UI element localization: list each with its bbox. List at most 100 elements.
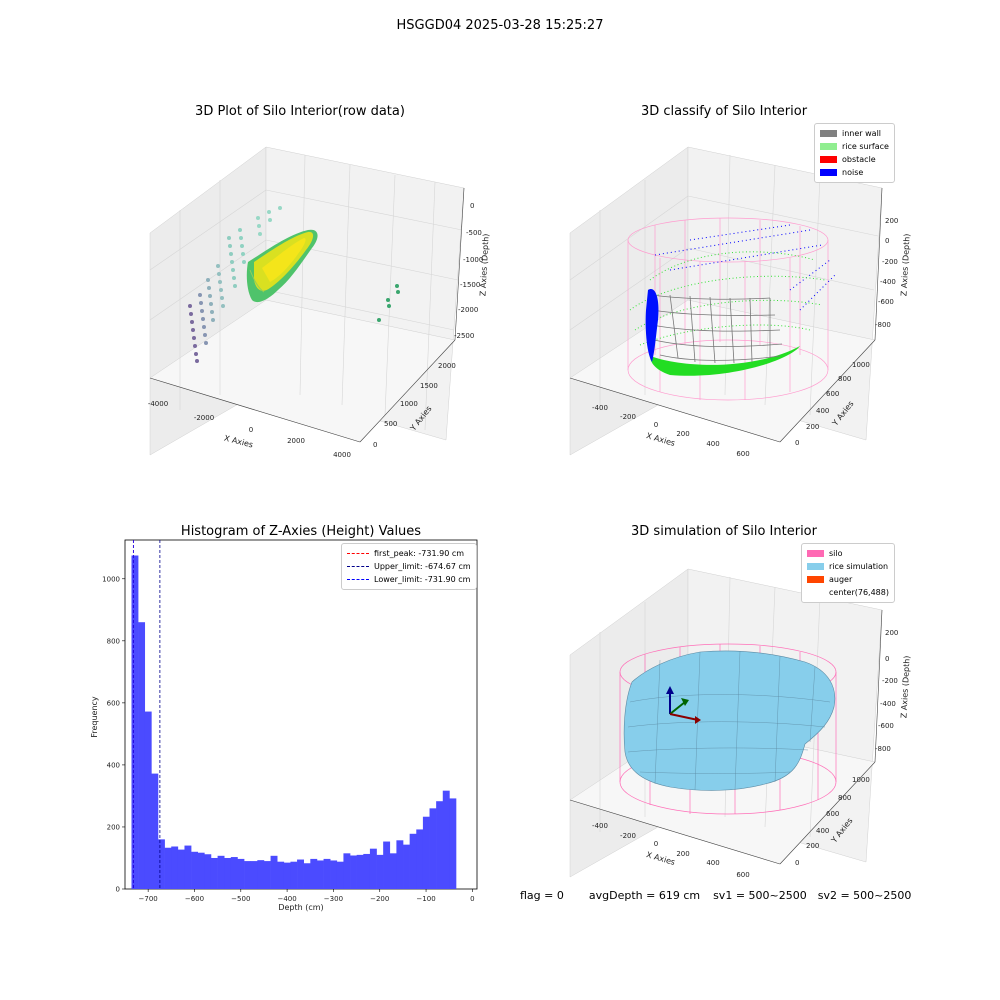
histogram-ylabel: Frequency [90,696,99,738]
legend-swatch [807,589,824,596]
histogram-bar [290,861,298,889]
histogram-bar [184,845,192,889]
histogram-bar [164,847,172,889]
panel1-point-columns [188,206,400,363]
legend-line [347,566,369,567]
histogram-bar [204,854,212,889]
panel1-z-ticks: 0 -500 -1000 -1500 -2000 -2500 [454,202,483,340]
figure-suptitle: HSGGD04 2025-03-28 15:25:27 [396,18,604,33]
histogram-bar [263,861,271,889]
legend-item-noise: noise [820,166,889,179]
histogram-bar [323,858,331,889]
panel1-xtick: -4000 [148,400,168,408]
histogram-y-ticks: 0 200 400 600 800 1000 [102,575,125,894]
histogram-xtick-label: −400 [277,895,296,903]
histogram-bar [177,849,185,889]
panel2-xtick: 400 [706,440,719,448]
panel1-ytick: 1500 [420,382,438,390]
histogram-bar [383,841,391,889]
panel4-title: 3D simulation of Silo Interior [631,524,817,539]
panel2-xtick: 200 [676,430,689,438]
panel3-title: Histogram of Z-Axies (Height) Values [180,524,422,539]
panel2-ytick: 200 [806,423,819,431]
panel1-x-ticks: -4000 -2000 0 2000 4000 [148,400,351,459]
histogram-bar [171,846,179,889]
histogram-bar [250,861,258,889]
panel2-ztick: -400 [880,278,896,286]
panel2-ytick: 1000 [852,361,870,369]
histogram-bar [436,801,444,889]
panel2-xlabel: X Axies [645,431,676,448]
histogram-bar [396,840,404,889]
histogram-bar [376,854,384,889]
legend-swatch [820,130,837,137]
panel4-xtick: 400 [706,859,719,867]
histogram-bar [230,857,238,889]
panel2-ztick: 0 [885,237,889,245]
panel4-ztick: 200 [885,629,898,637]
panel2-ztick: -800 [875,321,891,329]
histogram-legend: first_peak: -731.90 cm Upper_limit: -674… [341,543,477,590]
panel4-rice-simulation-surface [623,650,836,791]
histogram-xtick-label: −700 [139,895,158,903]
panel1-ztick: -500 [466,229,482,237]
panel2-rice-surface [629,251,826,346]
panel1-xtick: 0 [249,426,253,434]
histogram-bar [449,798,457,889]
panel2-title: 3D classify of Silo Interior [640,104,808,119]
panel4-zlabel: Z Axies (Depth) [899,655,911,718]
legend-item-center: center(76,488) [807,586,889,599]
panel4-xtick: -200 [620,832,636,840]
histogram-bar [191,851,199,889]
panel4-ytick: 1000 [852,776,870,784]
panel2-ytick: 0 [795,439,799,447]
histogram-ytick-label: 200 [107,823,120,831]
panel2-ytick: 400 [816,407,829,415]
panel2-y-ticks: 0 200 400 600 800 1000 [795,361,870,447]
histogram-xtick-label: −200 [370,895,389,903]
histogram-xtick-label: −100 [416,895,435,903]
histogram-bar [369,848,377,889]
panel2-noise-wall [645,289,659,362]
footer-sv2: sv2 = 500~2500 [817,889,912,902]
panel2-xtick: 0 [654,421,658,429]
histogram-bar [356,854,364,889]
histogram-bar [138,622,146,889]
histogram-bar [283,862,291,889]
legend-swatch [807,563,824,570]
legend-swatch [820,143,837,150]
panel1-ztick: 0 [470,202,474,210]
panel2-ztick: -200 [882,258,898,266]
legend-item-obstacle: obstacle [820,153,889,166]
panel4-legend: silo rice simulation auger center(76,488… [801,543,895,603]
panel4-ytick: 0 [795,859,799,867]
histogram-xtick-label: 0 [470,895,474,903]
panel1-ytick: 1000 [400,400,418,408]
panel1-xtick: 2000 [287,437,305,445]
histogram-bar [297,859,304,889]
legend-item-auger: auger [807,573,889,586]
panel4-xtick: 200 [676,850,689,858]
footer-status: flag = 0 avgDepth = 619 cm sv1 = 500~250… [520,889,911,902]
legend-swatch [807,550,824,557]
footer-avg-depth: avgDepth = 619 cm [588,889,701,902]
histogram-bar [277,861,285,889]
panel4-ztick: -400 [880,700,896,708]
footer-flag: flag = 0 [520,889,564,902]
panel2-zlabel: Z Axies (Depth) [899,233,911,296]
panel1-xtick: 4000 [333,451,351,459]
legend-line [347,553,369,554]
panel1-ztick: -2500 [454,332,474,340]
histogram-xtick-label: −300 [324,895,343,903]
legend-line [347,579,369,580]
panel1-pane-back-left [149,146,267,456]
histogram-bar [363,853,371,889]
panel2-rice-dense [650,346,800,376]
histogram-xtick-label: −500 [231,895,250,903]
histogram-bar [197,852,205,889]
panel4-xtick: 600 [736,871,749,879]
histogram-ytick-label: 0 [116,886,120,894]
histogram-chart: −700 −600 −500 −400 −300 −200 −100 0 0 200 400 600… [90,539,478,912]
panel2-legend: inner wall rice surface obstacle noise [814,123,895,183]
panel4-mesh [627,650,831,791]
